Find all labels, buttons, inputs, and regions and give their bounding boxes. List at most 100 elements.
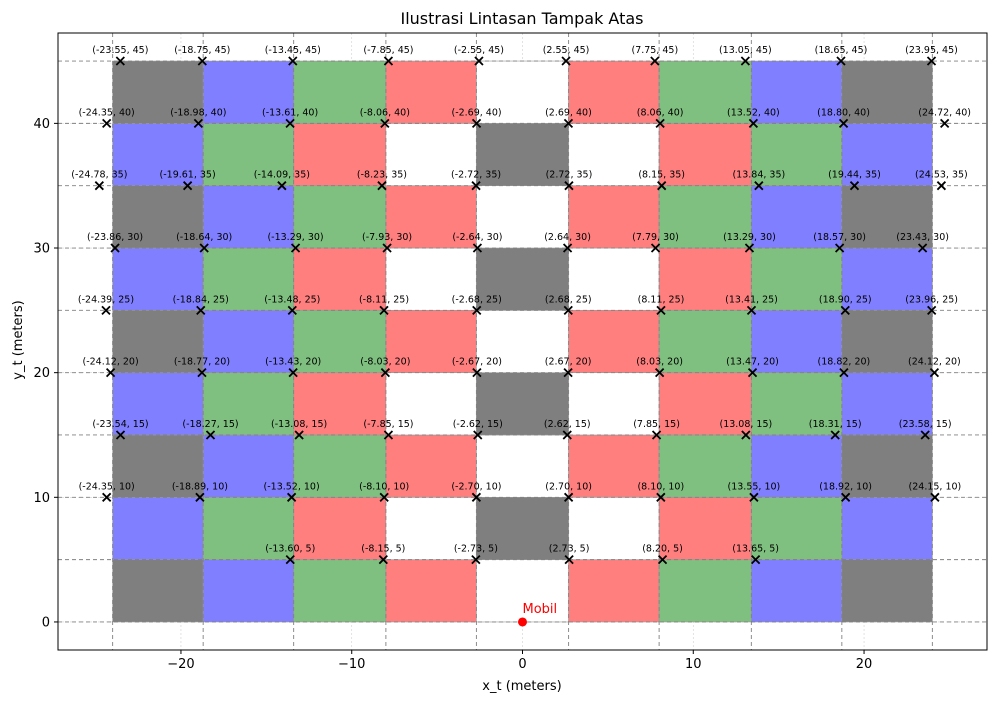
point-label-30: (-23.86, 30) (87, 232, 143, 243)
point-marker-24 (471, 181, 481, 191)
point-marker-85 (750, 554, 761, 565)
point-marker-80 (285, 554, 295, 565)
tile-r1-c6 (658, 497, 752, 560)
point-marker-58 (839, 368, 849, 378)
point-label-36: (7.79, 30) (632, 232, 679, 243)
x-tick-label-0: −20 (167, 657, 194, 672)
tile-r4-c8 (841, 310, 933, 373)
point-label-68: (18.31, 15) (809, 419, 862, 430)
point-marker-82 (471, 554, 481, 565)
plot-area: (-23.55, 45) (-18.75, 45) (-13.45, 45) (-7.… (33, 32, 988, 672)
tile-r2-c3 (385, 434, 477, 498)
point-marker-50 (105, 368, 116, 378)
point-marker-46 (656, 305, 666, 315)
point-marker-6 (650, 56, 660, 66)
point-marker-51 (197, 368, 207, 378)
point-marker-17 (748, 118, 759, 129)
tile-r0-c0 (112, 559, 204, 623)
point-label-3: (-7.85, 45) (363, 45, 413, 56)
point-label-5: (2.55, 45) (543, 45, 590, 56)
y-axis-label: y_t (meters) (11, 300, 26, 379)
point-label-53: (-8.03, 20) (360, 357, 410, 368)
point-marker-67 (741, 430, 751, 440)
point-label-63: (-7.85, 15) (363, 419, 413, 430)
point-marker-59 (929, 368, 940, 378)
tile-r8-c3 (385, 60, 477, 124)
point-label-26: (8.15, 35) (638, 170, 685, 181)
tile-r7-c8 (841, 123, 933, 186)
point-marker-61 (205, 430, 216, 440)
tile-r0-c3 (385, 559, 477, 623)
point-marker-79 (930, 492, 940, 502)
point-label-60: (-23.54, 15) (92, 419, 148, 430)
point-marker-0 (115, 56, 125, 66)
point-label-62: (-13.08, 15) (271, 419, 327, 430)
point-label-51: (-18.77, 20) (174, 357, 230, 368)
tile-r7-c1 (202, 123, 294, 186)
point-label-11: (-18.98, 40) (170, 107, 226, 118)
tile-r1-c7 (751, 497, 843, 560)
point-label-38: (18.57, 30) (813, 232, 866, 243)
tile-r7-c0 (112, 123, 204, 186)
point-marker-31 (199, 243, 209, 253)
tile-r3-c8 (841, 372, 933, 436)
x-tick-label-3: 10 (685, 657, 702, 672)
point-label-13: (-8.06, 40) (360, 107, 410, 118)
tile-r7-c6 (658, 123, 752, 186)
car-label: Mobil (523, 602, 558, 617)
tile-r6-c5 (568, 185, 660, 249)
point-marker-3 (383, 56, 394, 66)
point-marker-33 (382, 243, 392, 253)
point-marker-20 (94, 181, 104, 191)
point-label-72: (-13.52, 10) (264, 481, 320, 492)
tile-r6-c7 (751, 185, 843, 249)
point-marker-74 (471, 492, 482, 502)
tile-r1-c0 (112, 497, 204, 560)
point-label-16: (8.06, 40) (637, 107, 684, 118)
point-marker-49 (927, 305, 937, 315)
tile-r8-c0 (112, 60, 204, 124)
point-label-4: (-2.55, 45) (454, 45, 504, 56)
point-marker-36 (650, 243, 661, 253)
point-label-37: (13.29, 30) (723, 232, 776, 243)
tile-r2-c5 (568, 434, 660, 498)
car-marker (518, 617, 527, 627)
point-label-39: (23.43, 30) (896, 232, 949, 243)
point-label-83: (2.73, 5) (549, 544, 590, 555)
point-label-71: (-18.89, 10) (172, 481, 228, 492)
tile-r5-c7 (751, 247, 843, 311)
point-marker-62 (294, 430, 304, 440)
point-marker-71 (195, 492, 205, 502)
point-marker-23 (377, 181, 387, 191)
tile-r3-c3 (385, 372, 477, 436)
tile-r1-c2 (293, 497, 387, 560)
point-marker-47 (746, 305, 757, 315)
point-label-76: (8.10, 10) (637, 481, 684, 492)
point-label-22: (-14.09, 35) (254, 170, 310, 181)
point-label-43: (-8.11, 25) (359, 294, 409, 305)
point-marker-38 (834, 243, 845, 253)
point-marker-43 (379, 305, 389, 315)
tile-r3-c7 (751, 372, 843, 436)
point-marker-10 (102, 118, 112, 129)
point-marker-84 (657, 554, 668, 565)
point-label-48: (18.90, 25) (819, 294, 872, 305)
point-marker-54 (472, 368, 482, 378)
point-marker-22 (277, 181, 287, 191)
point-label-55: (2.67, 20) (545, 357, 592, 368)
point-label-67: (13.08, 15) (719, 419, 772, 430)
tile-r4-c5 (568, 310, 660, 373)
point-marker-77 (749, 492, 759, 502)
tile-r0-c5 (568, 559, 660, 623)
point-label-78: (18.92, 10) (819, 481, 872, 492)
point-label-17: (13.52, 40) (727, 107, 780, 118)
point-label-19: (24.72, 40) (918, 107, 971, 118)
point-label-12: (-13.61, 40) (262, 107, 318, 118)
tile-r3-c2 (293, 372, 387, 436)
tile-r8-c7 (751, 60, 843, 124)
tile-r6-c0 (112, 185, 204, 249)
tile-r0-c8 (841, 559, 933, 623)
tile-r8-c5 (568, 60, 660, 124)
point-marker-65 (562, 430, 572, 440)
point-marker-75 (563, 492, 574, 502)
